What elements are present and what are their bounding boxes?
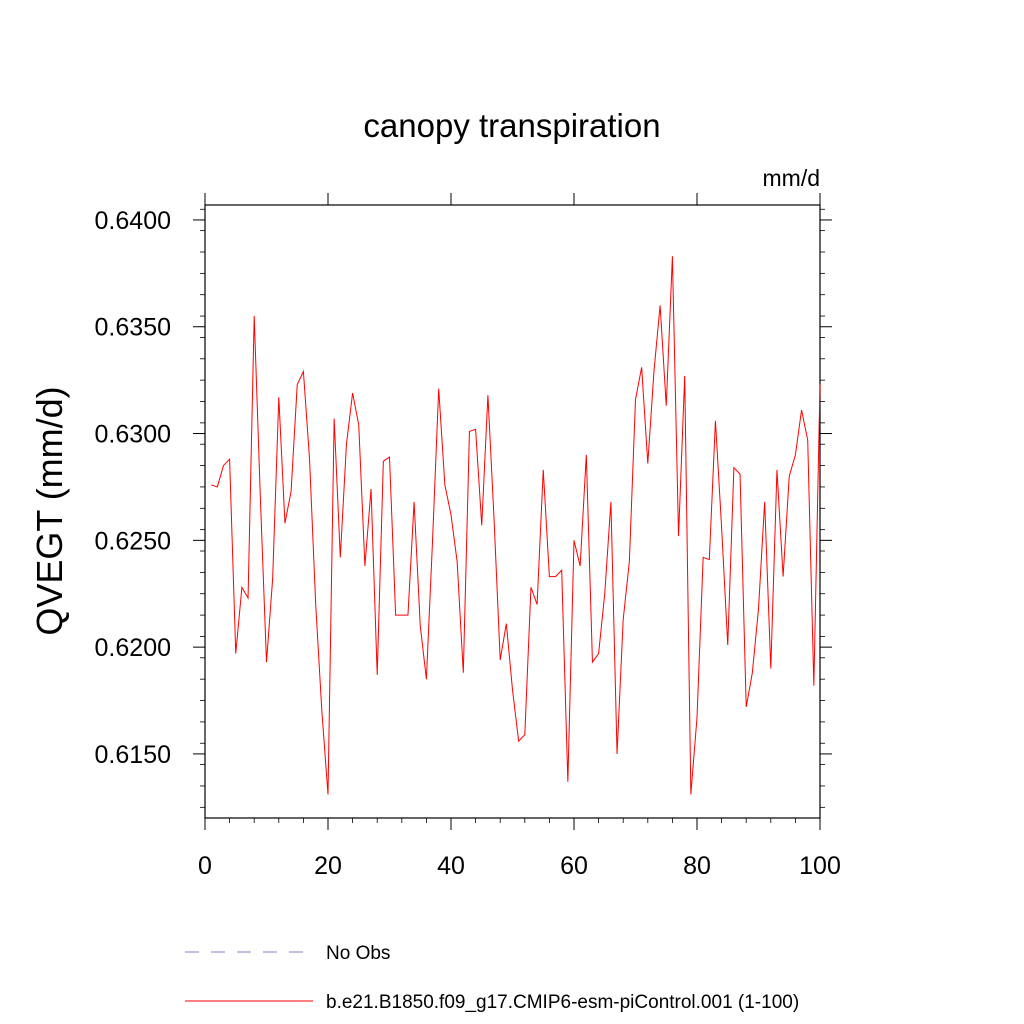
units-label: mm/d bbox=[763, 165, 821, 191]
x-tick-label: 80 bbox=[683, 852, 711, 880]
chart-title: canopy transpiration bbox=[363, 107, 660, 144]
plot-frame bbox=[204, 204, 821, 819]
plot-area: 0 20 40 60 80 100 0.6150 0.6200 0.6250 0.6300 0.63… bbox=[95, 193, 841, 880]
y-tick-label: 0.6400 bbox=[95, 207, 171, 235]
legend: No Obs b.e21.B1850.f09_g17.CMIP6-esm-piCo… bbox=[185, 943, 799, 1013]
y-tick-label: 0.6200 bbox=[95, 634, 171, 662]
x-tick-label: 60 bbox=[560, 852, 588, 880]
x-tick-label: 0 bbox=[198, 852, 212, 880]
series-line-1 bbox=[210, 256, 821, 795]
x-tick-label: 20 bbox=[314, 852, 342, 880]
y-tick-label: 0.6250 bbox=[95, 527, 171, 555]
legend-label-0: No Obs bbox=[326, 943, 390, 964]
x-tick-label: 100 bbox=[799, 852, 841, 880]
legend-label-1: b.e21.B1850.f09_g17.CMIP6-esm-piControl.… bbox=[326, 992, 799, 1013]
y-tick-label: 0.6300 bbox=[95, 421, 171, 449]
y-tick-label: 0.6350 bbox=[95, 314, 171, 342]
y-tick-label: 0.6150 bbox=[95, 741, 171, 769]
x-tick-label: 40 bbox=[437, 852, 465, 880]
y-axis-label: QVEGT (mm/d) bbox=[29, 386, 70, 635]
